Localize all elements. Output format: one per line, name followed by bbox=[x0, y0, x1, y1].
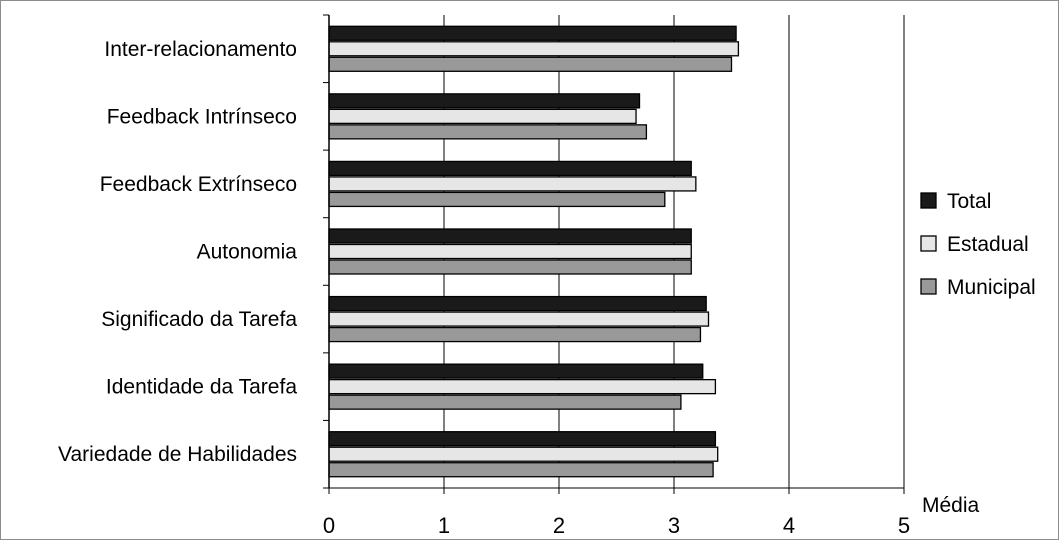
x-axis: 0 1 2 3 4 5 bbox=[323, 487, 910, 538]
bar-total-significado-da-tarefa bbox=[328, 295, 707, 312]
bar-total-variedade-de-habilidades bbox=[328, 431, 717, 447]
x-tick-label-5: 5 bbox=[898, 513, 910, 538]
category-label-autonomia: Autonomia bbox=[197, 241, 298, 264]
legend-label-estadual: Estadual bbox=[947, 233, 1029, 256]
bar-municipal-autonomia bbox=[328, 259, 692, 275]
bar-total-feedback-extrinseco bbox=[328, 160, 692, 177]
category-label-significado-da-tarefa: Significado da Tarefa bbox=[101, 308, 297, 331]
bar-municipal-variedade-de-habilidades bbox=[328, 462, 714, 478]
category-label-identidade-da-tarefa: Identidade da Tarefa bbox=[106, 376, 297, 399]
bar-estadual-variedade-de-habilidades bbox=[328, 446, 719, 462]
legend: Total Estadual Municipal bbox=[920, 190, 1036, 299]
bar-municipal-significado-da-tarefa bbox=[328, 326, 702, 343]
bar-municipal-identidade-da-tarefa bbox=[328, 394, 682, 410]
bar-total-inter-relacionamento bbox=[328, 25, 737, 41]
legend-label-total: Total bbox=[947, 190, 991, 213]
x-tick-label-1: 1 bbox=[438, 513, 450, 538]
bar-total-autonomia bbox=[328, 228, 692, 244]
legend-swatch-municipal bbox=[920, 278, 937, 295]
bar-total-feedback-intrinseco bbox=[328, 93, 641, 109]
category-label-feedback-extrinseco: Feedback Extrínseco bbox=[100, 173, 297, 196]
legend-swatch-estadual bbox=[920, 235, 937, 252]
category-label-variedade-de-habilidades: Variedade de Habilidades bbox=[58, 443, 297, 466]
bar-municipal-feedback-extrinseco bbox=[328, 191, 666, 208]
category-label-feedback-intrinseco: Feedback Intrínseco bbox=[107, 105, 297, 128]
bar-series bbox=[328, 25, 740, 478]
x-axis-label: Média bbox=[922, 494, 980, 517]
x-tick-label-2: 2 bbox=[553, 513, 565, 538]
y-axis: Inter-relacionamento Feedback Intrínseco F… bbox=[58, 14, 330, 489]
x-tick-label-3: 3 bbox=[668, 513, 680, 538]
bar-estadual-feedback-intrinseco bbox=[328, 108, 637, 125]
bar-estadual-feedback-extrinseco bbox=[328, 176, 697, 192]
category-label-inter-relacionamento: Inter-relacionamento bbox=[104, 38, 297, 61]
legend-label-municipal: Municipal bbox=[947, 276, 1036, 299]
bar-municipal-inter-relacionamento bbox=[328, 56, 733, 72]
bar-municipal-feedback-intrinseco bbox=[328, 124, 648, 140]
x-tick-label-0: 0 bbox=[323, 513, 335, 538]
bar-estadual-identidade-da-tarefa bbox=[328, 378, 717, 395]
bar-total-identidade-da-tarefa bbox=[328, 363, 704, 379]
x-tick-label-4: 4 bbox=[783, 513, 795, 538]
bar-estadual-autonomia bbox=[328, 243, 692, 260]
bar-estadual-inter-relacionamento bbox=[328, 41, 740, 57]
bar-estadual-significado-da-tarefa bbox=[328, 311, 710, 327]
legend-swatch-total bbox=[920, 192, 937, 209]
